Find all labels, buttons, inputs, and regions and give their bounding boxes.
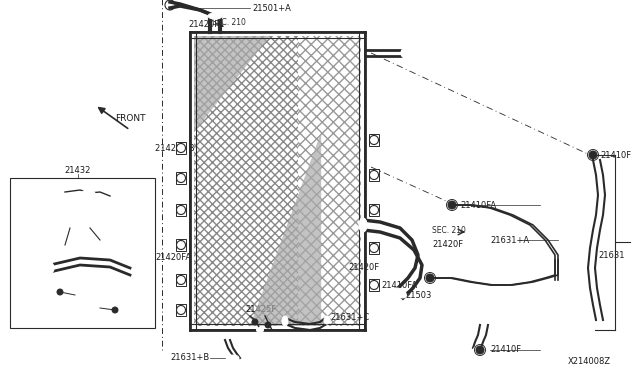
Bar <box>194 36 298 326</box>
Bar <box>369 242 379 254</box>
Text: 21410AA: 21410AA <box>35 311 70 321</box>
Text: 21420F: 21420F <box>348 263 379 273</box>
Polygon shape <box>250 132 321 326</box>
Text: 21410F: 21410F <box>490 346 521 355</box>
Circle shape <box>57 289 63 295</box>
Bar <box>176 239 186 251</box>
Circle shape <box>252 319 258 325</box>
Bar <box>369 134 379 146</box>
Bar <box>176 304 186 316</box>
Text: SEC. 210: SEC. 210 <box>212 17 246 26</box>
Circle shape <box>426 274 434 282</box>
Text: 21420F: 21420F <box>188 19 219 29</box>
Text: 21501: 21501 <box>13 224 37 232</box>
Bar <box>10 178 155 328</box>
Text: 21631+A: 21631+A <box>490 235 529 244</box>
Text: 21420FA: 21420FA <box>155 253 191 263</box>
Bar <box>298 36 361 326</box>
Ellipse shape <box>359 218 367 232</box>
Ellipse shape <box>257 327 264 333</box>
Bar <box>369 169 379 181</box>
Bar <box>176 274 186 286</box>
Bar <box>176 142 186 154</box>
Bar <box>176 204 186 216</box>
Polygon shape <box>194 36 270 132</box>
Text: 21631+C: 21631+C <box>330 314 369 323</box>
Ellipse shape <box>208 13 222 19</box>
Text: 21420G: 21420G <box>13 192 43 201</box>
Text: 21425F: 21425F <box>245 305 276 314</box>
Text: 21432: 21432 <box>65 166 91 174</box>
Text: 21410FA: 21410FA <box>382 280 418 289</box>
Circle shape <box>589 151 597 159</box>
Text: 21410F: 21410F <box>600 151 631 160</box>
Ellipse shape <box>46 263 54 273</box>
Text: 21631: 21631 <box>598 250 625 260</box>
Circle shape <box>265 322 271 328</box>
Text: 21410FA: 21410FA <box>460 201 496 209</box>
Ellipse shape <box>401 48 409 58</box>
Ellipse shape <box>80 190 96 202</box>
Text: FRONT: FRONT <box>115 113 145 122</box>
Ellipse shape <box>75 224 85 232</box>
Circle shape <box>112 307 118 313</box>
Text: 21420F: 21420F <box>432 240 463 248</box>
Bar <box>369 279 379 291</box>
Text: 21410FB: 21410FB <box>13 288 47 296</box>
Text: 21420F B: 21420F B <box>155 144 195 153</box>
Ellipse shape <box>324 316 330 324</box>
Text: X214008Z: X214008Z <box>568 357 611 366</box>
Circle shape <box>476 346 484 354</box>
Ellipse shape <box>70 219 90 237</box>
Bar <box>176 172 186 184</box>
Ellipse shape <box>227 355 239 361</box>
Bar <box>369 204 379 216</box>
Ellipse shape <box>473 346 487 353</box>
Text: 21631+B: 21631+B <box>171 353 210 362</box>
Ellipse shape <box>394 288 406 298</box>
Circle shape <box>448 201 456 209</box>
Text: 21503: 21503 <box>405 291 431 299</box>
Text: SEC. 210: SEC. 210 <box>432 225 466 234</box>
Text: 21501+A: 21501+A <box>252 3 291 13</box>
Ellipse shape <box>282 316 288 326</box>
Bar <box>190 32 365 330</box>
